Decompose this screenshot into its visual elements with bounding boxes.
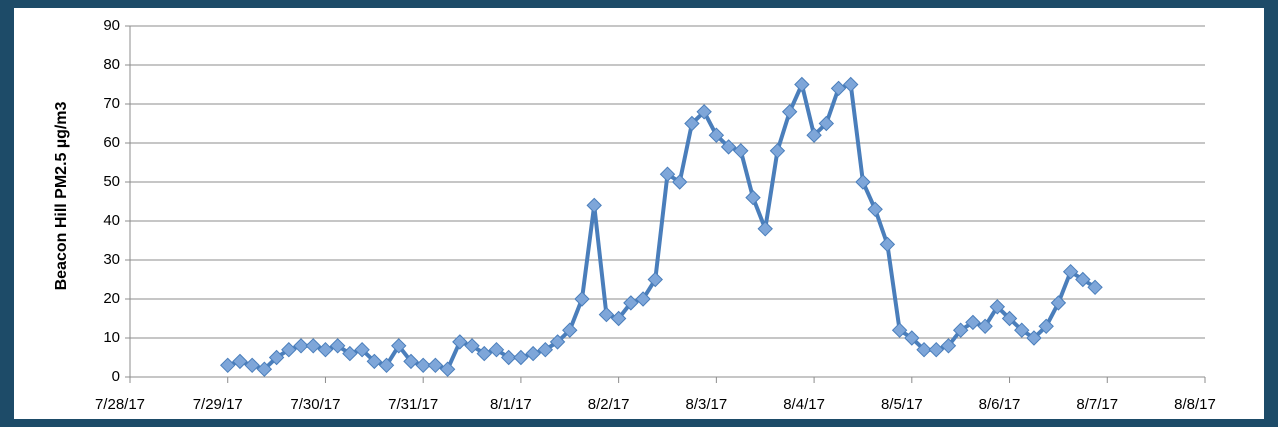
data-marker — [268, 349, 285, 366]
data-marker — [647, 271, 663, 288]
y-tick-label: 40 — [103, 212, 120, 229]
data-marker — [1050, 295, 1067, 311]
y-tick-label: 30 — [103, 251, 120, 268]
data-marker — [843, 76, 859, 93]
x-tick-label: 7/28/17 — [95, 396, 145, 413]
data-marker — [708, 127, 725, 143]
data-marker — [965, 314, 981, 331]
data-marker — [220, 357, 236, 374]
data-marker — [623, 295, 639, 311]
data-marker — [830, 80, 847, 97]
data-marker — [317, 341, 334, 358]
y-tick-label: 50 — [103, 173, 120, 190]
data-marker — [867, 201, 883, 218]
y-tick-label: 70 — [103, 95, 120, 112]
data-marker — [1087, 279, 1103, 296]
data-marker — [1062, 263, 1079, 280]
data-marker — [305, 338, 321, 354]
data-marker — [293, 338, 309, 354]
data-marker — [513, 349, 529, 366]
data-marker — [684, 115, 700, 132]
data-marker — [464, 338, 480, 354]
data-marker — [891, 322, 908, 338]
data-marker — [659, 166, 676, 182]
data-marker — [391, 338, 407, 354]
data-marker — [488, 341, 505, 358]
x-tick-label: 8/4/17 — [783, 396, 825, 413]
data-marker — [794, 76, 810, 93]
data-marker — [598, 306, 615, 323]
data-marker — [806, 127, 822, 143]
data-marker — [415, 357, 431, 374]
data-marker — [989, 299, 1006, 315]
data-marker — [1075, 271, 1091, 288]
data-marker — [427, 357, 444, 374]
data-marker — [818, 115, 835, 132]
data-marker — [500, 349, 517, 366]
x-tick-label: 8/2/17 — [588, 396, 630, 413]
data-marker — [1038, 318, 1054, 335]
data-marker — [329, 338, 346, 354]
data-marker — [672, 174, 688, 190]
x-tick-label: 8/1/17 — [490, 396, 532, 413]
data-marker — [781, 104, 798, 120]
data-marker — [916, 341, 932, 358]
data-marker — [952, 322, 969, 338]
y-axis-label: Beacon Hill PM2.5 µg/m3 — [53, 101, 70, 290]
y-tick-label: 90 — [103, 17, 120, 34]
data-marker — [769, 143, 786, 159]
data-marker — [342, 345, 358, 362]
data-marker — [855, 174, 871, 190]
x-tick-label: 8/3/17 — [686, 396, 728, 413]
data-marker — [610, 310, 627, 327]
y-tick-label: 80 — [103, 56, 120, 73]
data-marker — [452, 334, 468, 350]
data-marker — [537, 341, 554, 358]
data-marker — [525, 345, 541, 362]
x-tick-label: 7/29/17 — [193, 396, 243, 413]
y-tick-label: 60 — [103, 134, 120, 151]
data-marker — [476, 345, 492, 362]
data-marker — [403, 353, 419, 370]
data-marker — [378, 357, 395, 374]
data-marker — [720, 139, 737, 155]
data-marker — [1014, 322, 1030, 338]
data-marker — [549, 334, 566, 350]
chart-area — [14, 8, 1264, 419]
data-marker — [977, 318, 993, 335]
y-tick-label: 0 — [112, 368, 120, 385]
x-tick-label: 8/7/17 — [1076, 396, 1118, 413]
x-tick-label: 7/31/17 — [388, 396, 438, 413]
chart: Beacon Hill PM2.5 µg/m3 0 10 20 30 40 50 60 70 8… — [14, 8, 1264, 419]
data-marker — [1026, 330, 1042, 346]
x-tick-label: 8/5/17 — [881, 396, 923, 413]
data-marker — [733, 143, 749, 159]
x-tick-label: 7/30/17 — [290, 396, 340, 413]
data-marker — [940, 338, 957, 354]
data-marker — [757, 221, 773, 237]
data-marker — [439, 361, 456, 377]
y-tick-label: 20 — [103, 290, 120, 307]
data-marker — [244, 357, 260, 374]
data-marker — [366, 353, 383, 370]
data-marker — [745, 189, 761, 206]
data-marker — [281, 341, 297, 358]
data-marker — [696, 104, 712, 120]
data-marker — [586, 197, 602, 214]
data-marker — [928, 341, 944, 358]
y-tick-label: 10 — [103, 329, 120, 346]
data-marker — [256, 361, 273, 377]
data-marker — [232, 353, 248, 370]
x-tick-label: 8/6/17 — [979, 396, 1021, 413]
data-marker — [574, 291, 590, 307]
data-marker — [1001, 310, 1018, 327]
data-marker — [562, 322, 578, 338]
data-marker — [904, 330, 920, 346]
data-marker — [354, 341, 370, 358]
data-marker — [635, 291, 651, 307]
data-marker — [879, 236, 896, 253]
x-tick-label: 8/8/17 — [1174, 396, 1216, 413]
